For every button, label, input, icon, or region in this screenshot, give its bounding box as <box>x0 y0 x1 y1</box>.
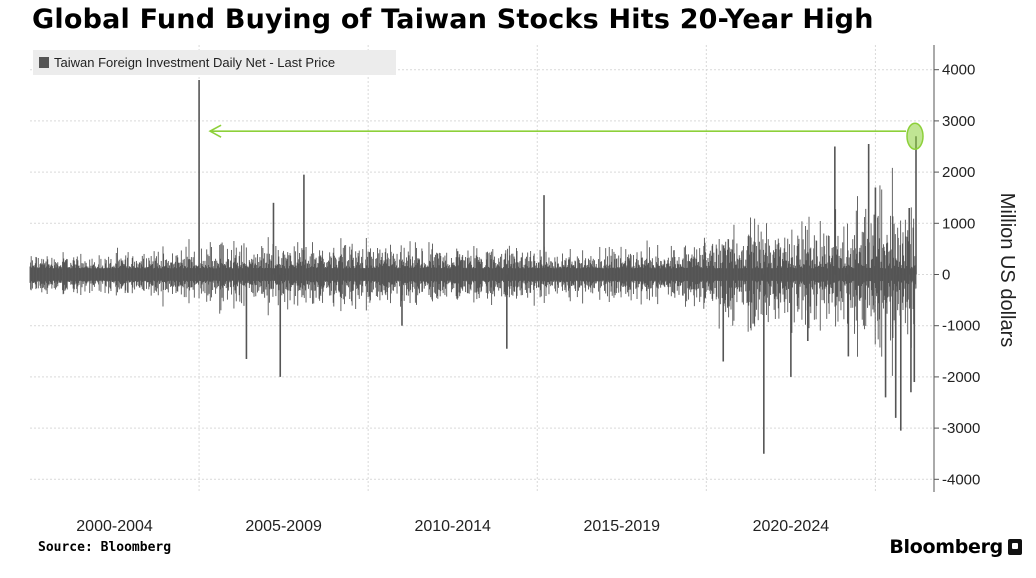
y-tick-label: -4000 <box>942 471 980 488</box>
y-tick-label: -2000 <box>942 369 980 386</box>
x-band-label: 2015-2019 <box>584 518 661 535</box>
y-axis: 4000 3000 2000 1000 0 -1000 -2000 -3000 -4000 <box>933 45 980 492</box>
brand-icon <box>1008 539 1022 555</box>
y-tick-label: 0 <box>942 267 950 284</box>
x-band-label: 2000-2004 <box>76 518 153 535</box>
y-tick-label: 3000 <box>942 113 975 130</box>
x-band-label: 2020-2024 <box>753 518 830 535</box>
y-tick-label: 1000 <box>942 215 975 232</box>
x-band-label: 2005-2009 <box>245 518 322 535</box>
x-axis-labels: 2000-2004 2005-2009 2010-2014 2015-2019 2020… <box>76 518 829 535</box>
source-note: Source: Bloomberg <box>38 540 172 555</box>
y-tick-label: -1000 <box>942 318 980 335</box>
highlight-ellipse <box>906 122 924 151</box>
y-axis-title: Million US dollars <box>996 193 1018 348</box>
brand-logo: Bloomberg <box>889 536 1022 558</box>
chart-title: Global Fund Buying of Taiwan Stocks Hits… <box>32 4 874 35</box>
legend-background <box>33 50 396 75</box>
annotations <box>208 122 924 151</box>
legend-swatch <box>39 57 49 68</box>
y-tick-label: 4000 <box>942 62 975 79</box>
series-bars <box>29 79 917 454</box>
y-tick-label: -3000 <box>942 420 980 437</box>
arrow-head <box>208 124 222 138</box>
legend: Taiwan Foreign Investment Daily Net - La… <box>33 50 396 75</box>
x-band-label: 2010-2014 <box>414 518 491 535</box>
y-tick-label: 2000 <box>942 164 975 181</box>
brand-wordmark: Bloomberg <box>889 536 1003 558</box>
legend-label: Taiwan Foreign Investment Daily Net - La… <box>54 55 335 70</box>
